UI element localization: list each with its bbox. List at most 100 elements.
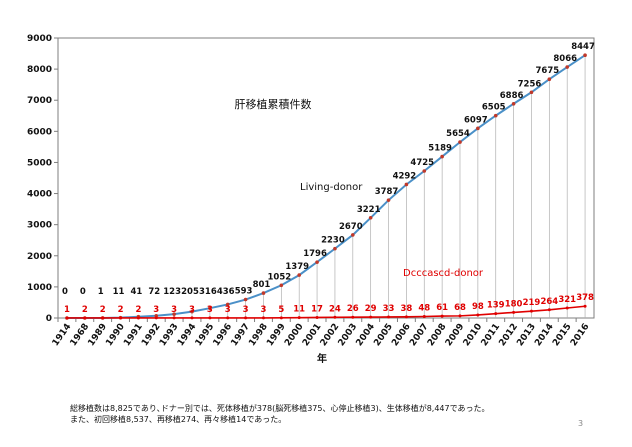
data-point-deceased-donor — [529, 309, 533, 313]
data-point-living-donor — [511, 101, 516, 106]
data-label-deceased-donor: 180 — [505, 299, 523, 309]
data-label-deceased-donor: 48 — [418, 304, 430, 314]
data-point-deceased-donor — [190, 316, 194, 320]
data-label-deceased-donor: 68 — [454, 303, 466, 313]
data-point-deceased-donor — [315, 315, 319, 319]
data-point-living-donor — [351, 233, 355, 237]
data-point-deceased-donor — [369, 315, 373, 319]
data-label-living-donor: 72 — [148, 287, 160, 297]
data-label-living-donor: 8066 — [553, 54, 577, 64]
data-point-deceased-donor — [65, 316, 69, 320]
data-point-deceased-donor — [83, 316, 87, 320]
data-point-deceased-donor — [297, 316, 301, 320]
data-point-deceased-donor — [512, 310, 516, 314]
data-point-deceased-donor — [458, 314, 462, 318]
y-tick-label: 6000 — [27, 127, 52, 137]
data-point-deceased-donor — [119, 316, 123, 320]
data-label-living-donor: 2670 — [339, 222, 363, 232]
data-point-living-donor — [172, 312, 176, 316]
data-label-deceased-donor: 2 — [118, 305, 124, 315]
data-point-living-donor — [440, 154, 444, 159]
y-axis: 0 1000 2000 3000 4000 5000 6000 7000 8000 9000 — [27, 34, 58, 324]
data-point-deceased-donor — [476, 313, 480, 317]
data-point-living-donor — [547, 77, 552, 82]
data-label-living-donor: 593 — [235, 287, 253, 297]
series-line-living-donor — [66, 54, 586, 319]
y-tick-label: 5000 — [27, 158, 52, 168]
footnote-line-2: また、初回移植8,537、再移植274、再々移植14であった。 — [70, 415, 287, 424]
data-label-deceased-donor: 26 — [347, 304, 359, 314]
y-tick-label: 8000 — [27, 65, 52, 75]
data-point-deceased-donor — [208, 316, 212, 320]
data-point-deceased-donor — [244, 316, 248, 320]
data-label-living-donor: 123 — [163, 287, 181, 297]
data-label-deceased-donor: 3 — [153, 305, 159, 315]
y-tick-label: 2000 — [27, 252, 52, 262]
footnote: 総移植数は8,825であり､ドナー別では、死体移植が378(脳死移植375、心停… — [70, 403, 590, 425]
data-point-living-donor — [529, 90, 534, 95]
data-label-living-donor: 4725 — [410, 158, 434, 168]
data-label-deceased-donor: 2 — [100, 305, 106, 315]
data-label-living-donor: 6886 — [500, 91, 524, 101]
data-label-deceased-donor: 2 — [82, 305, 88, 315]
data-label-living-donor: 205 — [181, 287, 199, 297]
series-label-deceased-donor: Dcccascd-donor — [403, 268, 484, 279]
data-label-deceased-donor: 17 — [311, 304, 323, 314]
data-point-deceased-donor — [547, 308, 551, 312]
data-point-deceased-donor — [136, 316, 140, 320]
data-label-deceased-donor: 3 — [171, 305, 177, 315]
data-point-deceased-donor — [404, 315, 408, 319]
data-point-deceased-donor — [583, 304, 587, 308]
page-number: 3 — [578, 419, 584, 428]
data-point-deceased-donor — [333, 315, 337, 319]
data-point-living-donor — [190, 309, 194, 314]
y-tick-label: 1000 — [27, 283, 52, 293]
data-label-living-donor: 1379 — [285, 262, 309, 272]
data-label-deceased-donor: 321 — [558, 295, 576, 305]
data-point-deceased-donor — [226, 316, 230, 320]
data-label-deceased-donor: 29 — [365, 304, 377, 314]
data-point-living-donor — [476, 126, 480, 131]
chart-title: 肝移植累積件数 — [235, 97, 312, 111]
data-label-living-donor: 1052 — [267, 272, 291, 282]
data-label-living-donor: 316 — [199, 287, 217, 297]
data-label-living-donor: 1796 — [303, 249, 327, 259]
data-point-living-donor — [368, 215, 373, 220]
data-label-living-donor: 6505 — [482, 103, 506, 113]
data-label-deceased-donor: 3 — [261, 305, 267, 315]
data-point-living-donor — [565, 65, 569, 69]
y-tick-label: 0 — [46, 314, 52, 324]
data-label-living-donor: 41 — [130, 287, 142, 297]
series-label-living-donor: Living-donor — [300, 182, 363, 193]
data-label-living-donor: 3787 — [375, 187, 399, 197]
data-point-deceased-donor — [279, 316, 283, 320]
data-point-living-donor — [225, 302, 230, 307]
data-label-deceased-donor: 3 — [189, 305, 195, 315]
data-label-deceased-donor: 24 — [329, 304, 341, 314]
data-label-living-donor: 0 — [80, 287, 86, 297]
x-axis: 1914196819891990199119921993199419951996… — [51, 318, 592, 348]
data-point-living-donor — [333, 246, 337, 251]
data-point-deceased-donor — [494, 312, 498, 316]
data-label-deceased-donor: 38 — [400, 304, 412, 314]
data-label-living-donor: 436 — [217, 287, 235, 297]
data-point-living-donor — [315, 260, 319, 264]
data-label-living-donor: 2230 — [321, 236, 345, 246]
data-label-deceased-donor: 98 — [472, 302, 484, 312]
data-label-deceased-donor: 11 — [293, 305, 305, 315]
data-label-living-donor: 801 — [253, 280, 271, 290]
x-axis-label: 年 — [317, 352, 327, 365]
data-point-living-donor — [297, 273, 302, 277]
data-label-living-donor: 5654 — [446, 129, 470, 139]
data-label-deceased-donor: 1 — [64, 305, 70, 315]
data-label-living-donor: 0 — [62, 287, 68, 297]
data-point-living-donor — [208, 306, 212, 310]
data-point-deceased-donor — [387, 315, 391, 319]
data-labels: 0 0 1 11 41 72 123 205 316 436 5938011052137917962… — [62, 42, 595, 315]
data-point-deceased-donor — [101, 316, 105, 320]
data-point-deceased-donor — [351, 315, 355, 319]
data-label-deceased-donor: 33 — [383, 304, 395, 314]
data-label-living-donor: 7675 — [535, 66, 559, 76]
data-point-living-donor — [493, 113, 498, 118]
series-line-deceased-donor — [66, 305, 586, 319]
